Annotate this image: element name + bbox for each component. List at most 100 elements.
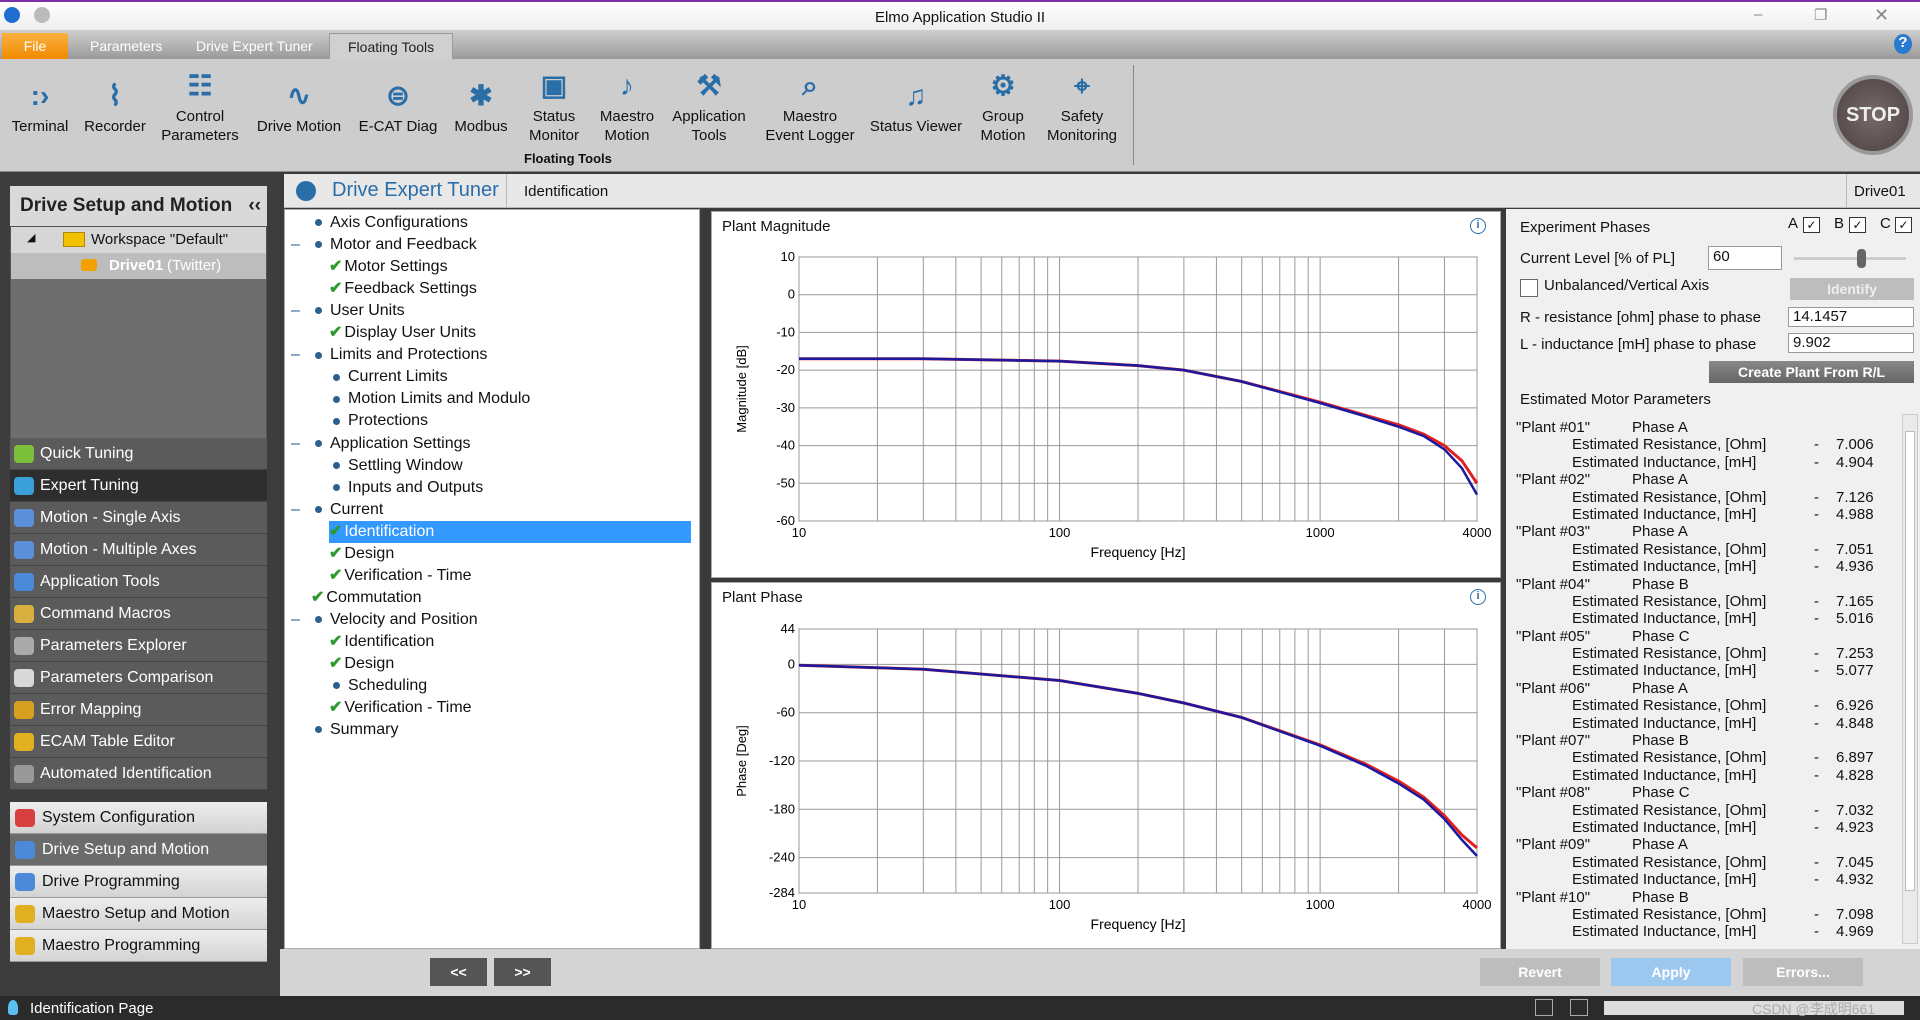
tree-item[interactable]: ✔ Identification [329, 631, 434, 653]
ribbon-group-motion-button[interactable]: ⚙ Group Motion [953, 69, 1053, 145]
tree-item[interactable]: ✔ Verification - Time [329, 697, 472, 719]
tree-item[interactable]: User Units [315, 300, 405, 322]
sidebar-item-application-tools[interactable]: Application Tools [10, 566, 267, 598]
collapse-toggle[interactable]: – [291, 346, 300, 364]
sidebar-item-parameters-explorer[interactable]: Parameters Explorer [10, 630, 267, 662]
category-drive-programming[interactable]: Drive Programming [10, 866, 267, 898]
restore-button[interactable]: ❐ [1814, 7, 1828, 24]
slider-thumb[interactable] [1857, 249, 1867, 268]
close-button[interactable]: ✕ [1874, 5, 1890, 25]
tree-item[interactable]: Protections [333, 410, 428, 432]
tree-item[interactable]: Scheduling [333, 675, 427, 697]
collapse-icon[interactable]: ‹‹ [248, 195, 261, 216]
tree-item[interactable]: ✔ Feedback Settings [329, 278, 477, 300]
scrollbar-thumb[interactable] [1905, 431, 1915, 891]
tree-item[interactable]: ✔ Verification - Time [329, 565, 472, 587]
category-system-configuration[interactable]: System Configuration [10, 802, 267, 834]
tree-item[interactable]: Motion Limits and Modulo [333, 388, 530, 410]
tree-item[interactable]: Velocity and Position [315, 609, 478, 631]
app-icon[interactable] [4, 7, 20, 23]
sidebar-item-parameters-comparison[interactable]: Parameters Comparison [10, 662, 267, 694]
phase-checkbox[interactable]: ✓ [1895, 217, 1912, 233]
minimize-button[interactable]: – [1754, 6, 1763, 23]
collapse-toggle[interactable]: – [291, 500, 300, 518]
next-button[interactable]: >> [494, 958, 551, 986]
sidebar-item-expert-tuning[interactable]: Expert Tuning [10, 470, 267, 502]
drive-row[interactable]: Drive01 (Twitter) [11, 253, 266, 279]
tree-item[interactable]: Current Limits [333, 366, 448, 388]
scrollbar[interactable] [1902, 414, 1918, 944]
unbalanced-checkbox[interactable] [1520, 279, 1538, 297]
tab-file[interactable]: File [2, 33, 68, 59]
resistance-input[interactable]: 14.1457 [1788, 307, 1914, 327]
stop-button[interactable]: STOP [1833, 75, 1913, 155]
ribbon-event-logger-button[interactable]: ⌕ Maestro Event Logger [760, 69, 860, 145]
tab-floating-tools[interactable]: Floating Tools [329, 33, 454, 59]
ribbon-application-tools-button[interactable]: ⚒ Application Tools [659, 69, 759, 145]
quick-access-icon[interactable] [34, 7, 50, 23]
category-drive-setup-and-motion[interactable]: Drive Setup and Motion [10, 834, 267, 866]
phase-checkbox[interactable]: ✓ [1849, 217, 1866, 233]
tree-item[interactable]: Summary [315, 719, 398, 741]
tree-item[interactable]: ✔ Display User Units [329, 322, 476, 344]
y-tick-label: -120 [769, 753, 795, 768]
workspace-row[interactable]: ◢ Workspace "Default" [11, 227, 266, 253]
tree-item[interactable]: ✔ Motor Settings [329, 256, 448, 278]
ribbon-safety-monitoring-button[interactable]: ⌖ Safety Monitoring [1032, 69, 1132, 145]
fit-icon[interactable] [1535, 999, 1553, 1016]
info-icon[interactable]: i [1470, 218, 1486, 234]
category-maestro-setup-and-motion[interactable]: Maestro Setup and Motion [10, 898, 267, 930]
tree-item[interactable]: ✔ Design [329, 653, 394, 675]
tree-item[interactable]: ✔ Identification [329, 520, 691, 543]
ribbon-modbus-button[interactable]: ✱ Modbus [431, 69, 531, 136]
current-level-slider[interactable] [1794, 257, 1906, 260]
tree-item[interactable]: ✔ Commutation [311, 587, 422, 609]
tab-drive-expert-tuner[interactable]: Drive Expert Tuner [196, 38, 313, 54]
ribbon-control-parameters-button[interactable]: ☷ Control Parameters [150, 69, 250, 145]
help-icon[interactable]: ? [1894, 34, 1912, 54]
fullscreen-icon[interactable] [1570, 999, 1588, 1016]
phase-checkbox[interactable]: ✓ [1803, 217, 1820, 233]
tree-item[interactable]: Limits and Protections [315, 344, 487, 366]
create-plant-button[interactable]: Create Plant From R/L [1709, 361, 1914, 383]
info-icon[interactable]: i [1470, 589, 1486, 605]
collapse-toggle[interactable]: – [291, 236, 300, 254]
expand-icon[interactable]: ◢ [27, 232, 36, 244]
ribbon-status-viewer-button[interactable]: ♫ Status Viewer [866, 69, 966, 136]
collapse-toggle[interactable]: – [291, 610, 300, 628]
tree-item[interactable]: Application Settings [315, 433, 471, 455]
ribbon-drive-motion-button[interactable]: ∿ Drive Motion [249, 69, 349, 136]
ribbon-recorder-button[interactable]: ⌇ Recorder [65, 69, 165, 136]
collapse-toggle[interactable]: – [291, 302, 300, 320]
ribbon-terminal-button[interactable]: :› Terminal [0, 69, 90, 136]
tree-item[interactable]: ✔ Design [329, 543, 394, 565]
inductance-input[interactable]: 9.902 [1788, 333, 1914, 353]
sidebar-item-motion-multiple-axes[interactable]: Motion - Multiple Axes [10, 534, 267, 566]
tree-item[interactable]: Inputs and Outputs [333, 477, 483, 499]
identify-button[interactable]: Identify [1790, 278, 1914, 300]
tree-item-label: Identification [344, 522, 435, 540]
sidebar-item-ecam-table-editor[interactable]: ECAM Table Editor [10, 726, 267, 758]
ribbon-maestro-motion-button[interactable]: ♪ Maestro Motion [577, 69, 677, 145]
sidebar-item-automated-identification[interactable]: Automated Identification [10, 758, 267, 790]
sidebar-item-motion-single-axis[interactable]: Motion - Single Axis [10, 502, 267, 534]
tree-item[interactable]: Current [315, 499, 383, 521]
current-level-input[interactable]: 60 [1708, 246, 1782, 270]
tab-parameters[interactable]: Parameters [90, 38, 163, 54]
sidebar-item-error-mapping[interactable]: Error Mapping [10, 694, 267, 726]
ribbon-ecat-diag-button[interactable]: ⊜ E-CAT Diag [348, 69, 448, 136]
collapse-toggle[interactable]: – [291, 434, 300, 452]
tree-item[interactable]: Axis Configurations [315, 212, 468, 234]
sidebar-item-command-macros[interactable]: Command Macros [10, 598, 267, 630]
revert-button[interactable]: Revert [1480, 958, 1600, 986]
category-maestro-programming[interactable]: Maestro Programming [10, 930, 267, 962]
ribbon-status-monitor-button[interactable]: ▣ Status Monitor [504, 69, 604, 145]
tree-item[interactable]: Motor and Feedback [315, 234, 477, 256]
sidebar-item-quick-tuning[interactable]: Quick Tuning [10, 438, 267, 470]
previous-button[interactable]: << [430, 958, 487, 986]
plant-name: "Plant #08" [1516, 784, 1591, 802]
y-axis-label: Magnitude [dB] [734, 345, 749, 432]
errors-button[interactable]: Errors... [1743, 958, 1863, 986]
tree-item[interactable]: Settling Window [333, 455, 463, 477]
apply-button[interactable]: Apply [1611, 958, 1731, 986]
